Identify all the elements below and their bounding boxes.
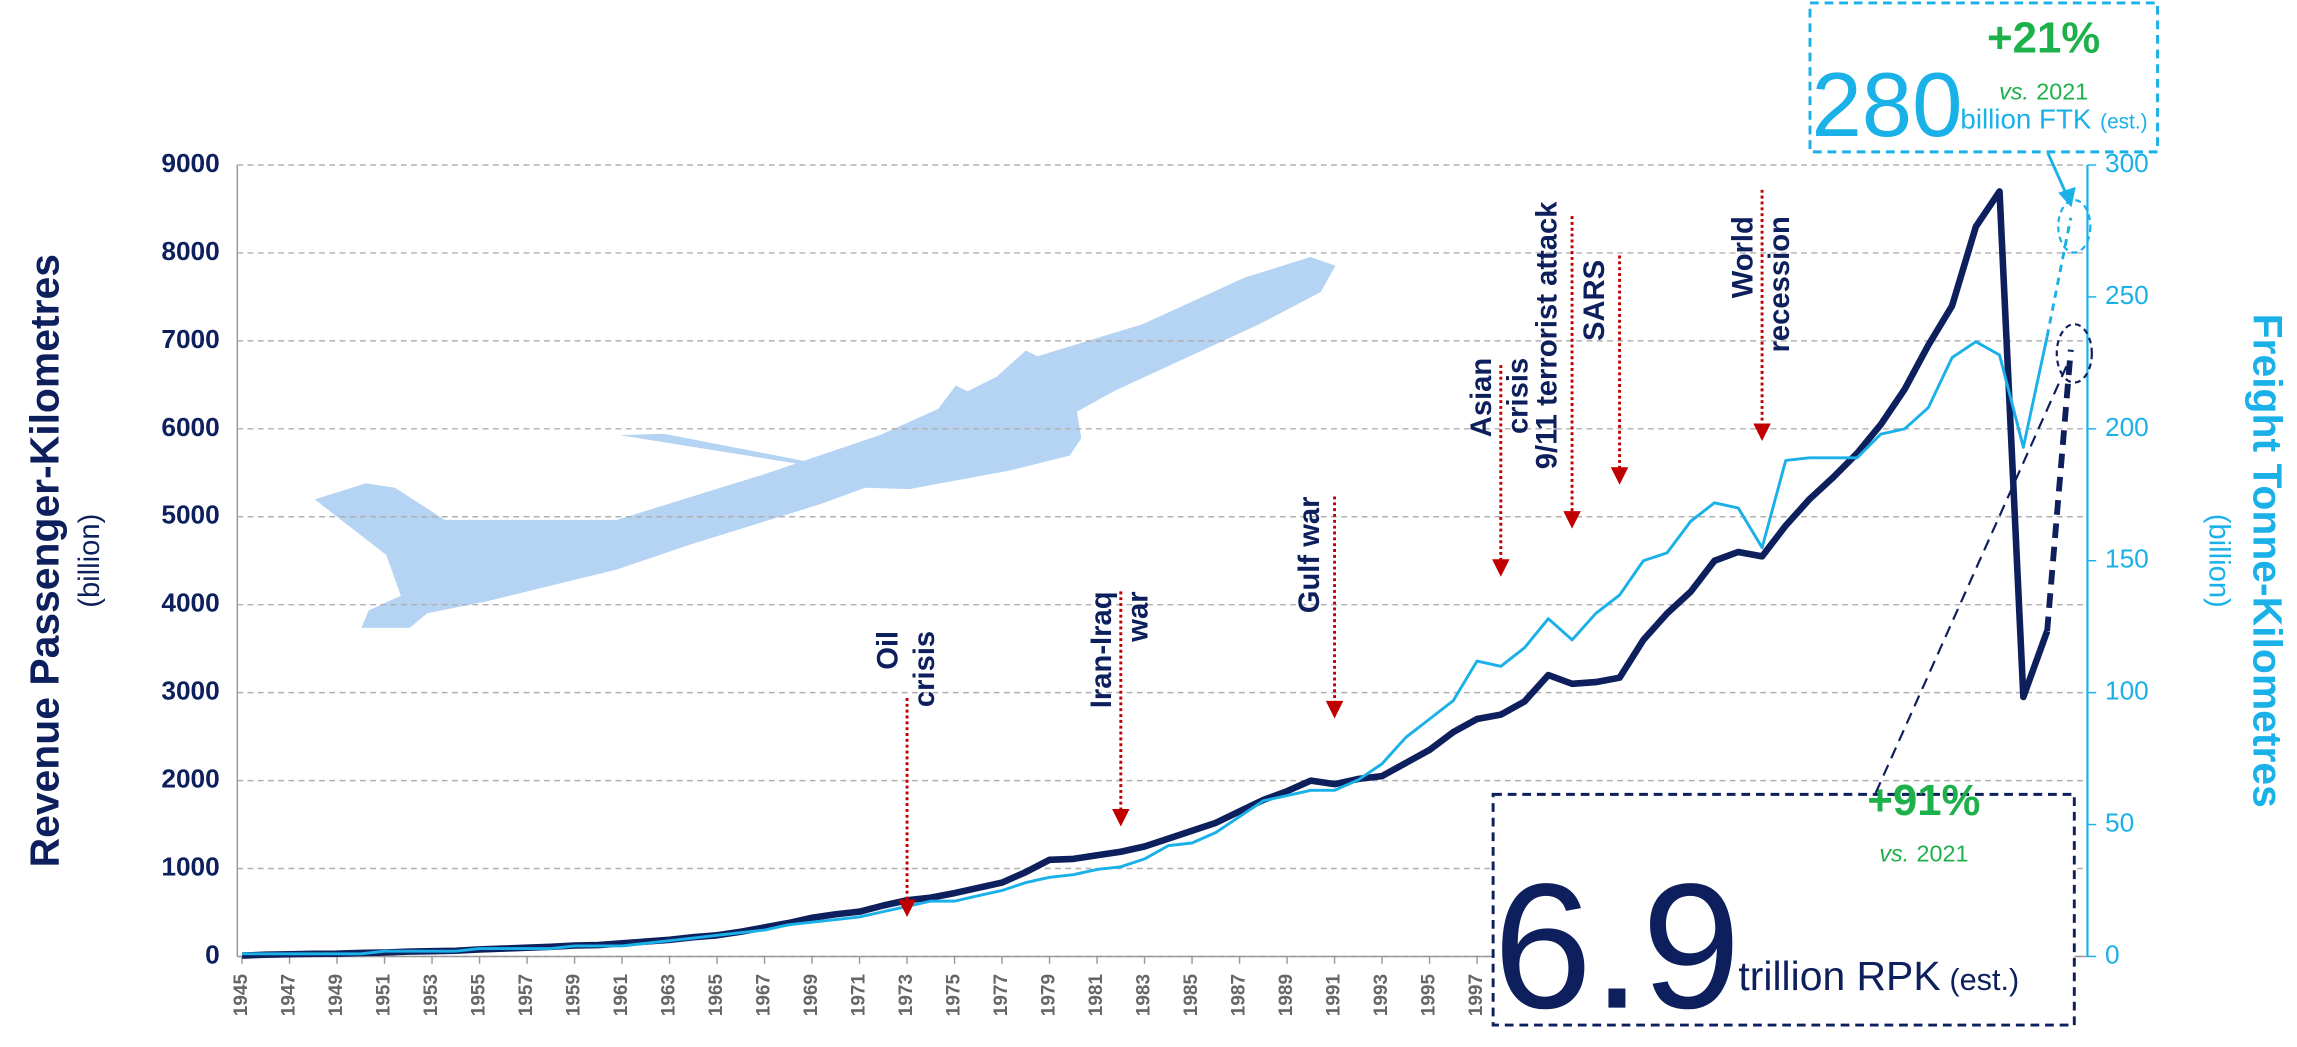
callout-vs-word: vs. [1999, 78, 2029, 104]
event-label: recession [1764, 216, 1796, 352]
y-axis-title: Revenue Passenger-Kilometres [21, 254, 67, 867]
y2-axis-unit: (billion) [2203, 514, 2235, 608]
x-tick-label: 1945 [231, 974, 252, 1017]
callout-unit: trillion RPK (est.) [1738, 953, 2019, 999]
y2-tick-label: 200 [2105, 412, 2149, 442]
callout-unit: billion FTK (est.) [1960, 104, 2147, 135]
event-label: Gulf war [1294, 496, 1326, 613]
x-tick-label: 1957 [516, 974, 537, 1016]
ftk-line [242, 336, 2049, 956]
x-tick-label: 1961 [611, 974, 632, 1017]
event-arrowhead [1492, 559, 1510, 577]
callout-note: (est.) [1949, 963, 2019, 997]
airplane-silhouette [314, 257, 1336, 628]
y-tick-label: 1000 [161, 851, 219, 881]
callout-change: +21% [1987, 14, 2100, 63]
x-tick-label: 1991 [1324, 974, 1345, 1017]
x-tick-label: 1987 [1229, 974, 1250, 1016]
x-tick-label: 1955 [469, 974, 490, 1017]
y-tick-label: 2000 [161, 764, 219, 794]
callout-pointer [2046, 152, 2069, 197]
y-tick-label: 5000 [161, 500, 219, 530]
event-arrowhead [898, 899, 916, 918]
y-tick-label: 7000 [161, 324, 219, 354]
event-label: crisis [1503, 358, 1535, 434]
ftk-line [2045, 217, 2073, 337]
event-label: Iran-Iraq [1086, 591, 1118, 708]
x-tick-label: 1981 [1086, 974, 1107, 1017]
event-arrowhead [1610, 467, 1629, 485]
event-label: World [1727, 216, 1759, 298]
y2-tick-label: 100 [2105, 676, 2149, 706]
event-label: Asian [1466, 358, 1498, 437]
event-label: Oil [872, 631, 904, 670]
callout-vs-word: vs. [1879, 841, 1909, 867]
estimate-ring [2055, 323, 2093, 384]
x-tick-label: 1963 [659, 974, 680, 1016]
x-tick-label: 1985 [1181, 974, 1202, 1017]
y-tick-label: 6000 [161, 412, 219, 442]
callout-unit-text: billion FTK [1960, 104, 2092, 135]
x-tick-label: 1949 [326, 974, 347, 1016]
event-label: war [1123, 591, 1155, 642]
event-arrowhead [1325, 700, 1344, 719]
callout-note: (est.) [2100, 111, 2147, 134]
x-tick-label: 1959 [564, 974, 585, 1016]
x-tick-label: 1983 [1134, 974, 1155, 1016]
y-tick-label: 9000 [161, 148, 219, 178]
event-arrowhead [1563, 511, 1581, 529]
y-tick-label: 3000 [161, 676, 219, 706]
x-tick-label: 1951 [374, 974, 395, 1017]
y-axis-unit: (billion) [74, 514, 106, 608]
y2-tick-label: 50 [2105, 807, 2134, 837]
callout-change: +91% [1867, 776, 1980, 825]
y2-tick-label: 250 [2105, 280, 2149, 310]
x-tick-label: 1973 [896, 974, 917, 1016]
y-tick-label: 0 [205, 939, 220, 969]
rpk-line [2044, 349, 2074, 632]
callout-vs: vs. 2021 [1879, 841, 1968, 867]
y-tick-label: 4000 [161, 588, 219, 618]
x-tick-label: 1993 [1371, 974, 1392, 1016]
callout-value: 280 [1811, 55, 1962, 156]
event-label: 9/11 terrorist attack [1531, 201, 1563, 469]
event-arrowhead [1753, 423, 1771, 441]
callout-vs-year: 2021 [2036, 78, 2088, 104]
x-tick-label: 1995 [1419, 974, 1440, 1017]
x-tick-label: 1979 [1039, 974, 1060, 1016]
x-tick-label: 1947 [279, 974, 300, 1016]
estimate-ring [2057, 198, 2092, 254]
callout-unit-text: trillion RPK [1738, 953, 1940, 999]
y2-tick-label: 0 [2105, 939, 2120, 969]
event-label: crisis [909, 631, 941, 707]
y-tick-label: 8000 [161, 236, 219, 266]
x-tick-label: 1953 [421, 974, 442, 1016]
x-tick-label: 1965 [706, 974, 727, 1017]
callout-box [1491, 792, 2076, 1027]
callout-value: 6.9 [1493, 847, 1741, 1046]
y2-tick-label: 150 [2105, 544, 2149, 574]
x-tick-label: 1997 [1466, 974, 1487, 1016]
callout-pointer-head [2058, 186, 2076, 208]
callout-vs-year: 2021 [1916, 841, 1968, 867]
x-tick-label: 1967 [754, 974, 775, 1016]
callout-pointer [1874, 364, 2068, 794]
y2-axis-title: Freight Tonne-Kilometres [2244, 314, 2290, 808]
x-tick-label: 1969 [801, 974, 822, 1016]
callout-box [1808, 1, 2159, 154]
x-tick-label: 1977 [991, 974, 1012, 1016]
event-arrowhead [1112, 808, 1130, 827]
x-tick-label: 1989 [1276, 974, 1297, 1016]
callout-vs: vs. 2021 [1999, 78, 2088, 104]
x-tick-label: 1971 [849, 974, 870, 1017]
x-tick-label: 1975 [944, 974, 965, 1017]
event-label: SARS [1579, 260, 1611, 341]
